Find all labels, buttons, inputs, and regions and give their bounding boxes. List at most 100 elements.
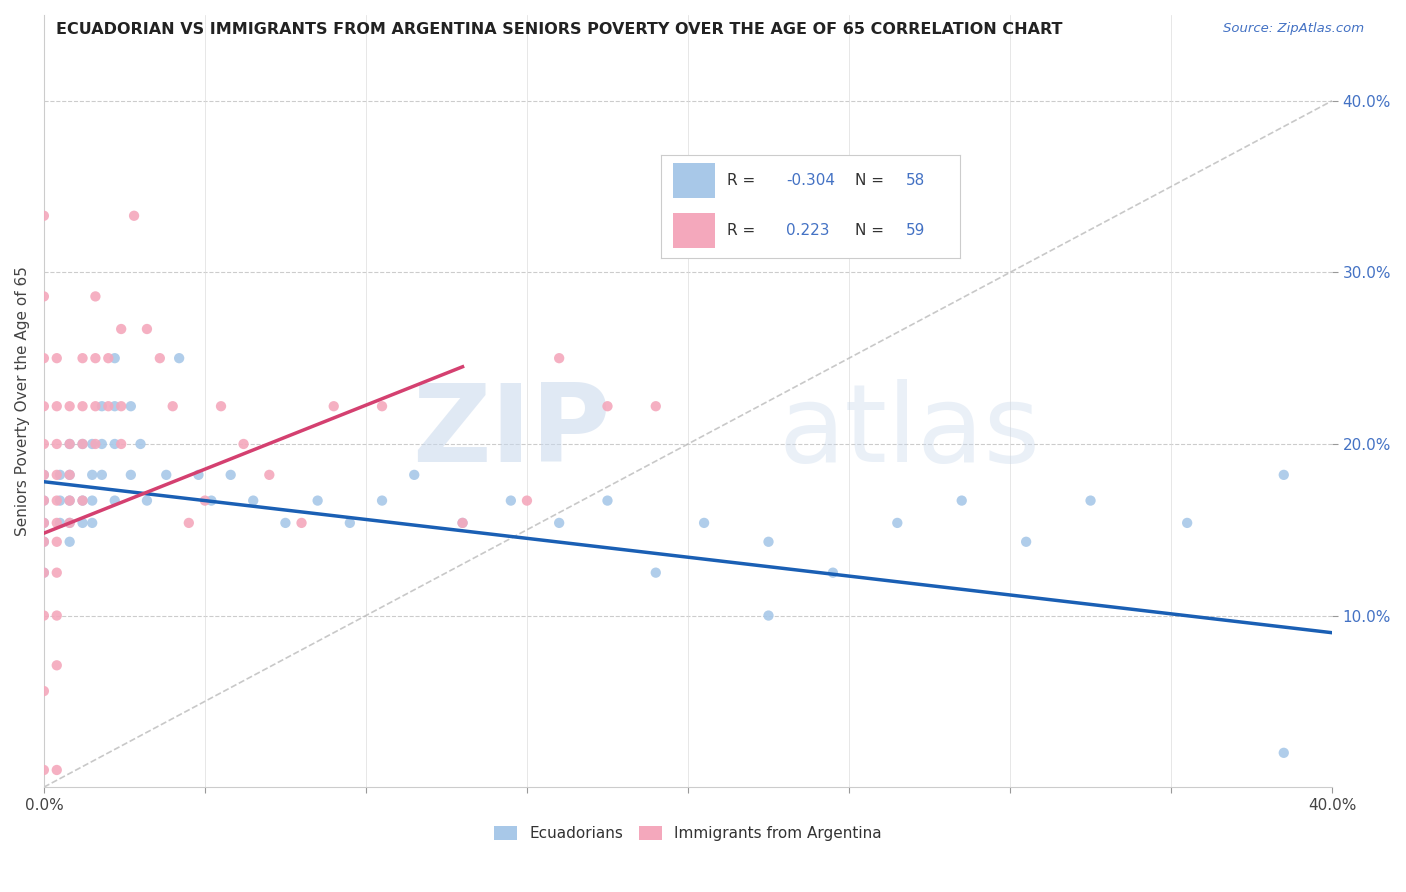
Point [72, 437, 94, 451]
Point [82, 516, 104, 530]
Point [155, 467, 177, 482]
Point [122, 209, 145, 223]
Text: R =: R = [727, 223, 755, 238]
Point [596, 493, 619, 508]
Point [82, 493, 104, 508]
Point [167, 351, 190, 366]
Point [104, 437, 127, 451]
Point [84, 399, 107, 413]
Point [32, 493, 55, 508]
Point [32, 566, 55, 580]
Point [45, 516, 67, 530]
Point [950, 493, 973, 508]
Point [499, 493, 522, 508]
Point [32, 516, 55, 530]
Point [32, 763, 55, 777]
Point [290, 516, 312, 530]
Point [59, 493, 82, 508]
Point [84, 289, 107, 303]
Text: atlas: atlas [778, 379, 1040, 485]
Point [32, 566, 55, 580]
Point [371, 399, 394, 413]
Point [219, 467, 242, 482]
Point [72, 493, 94, 508]
Bar [672, 163, 714, 198]
Point [32, 467, 55, 482]
Point [45, 566, 67, 580]
Text: ZIP: ZIP [412, 379, 610, 485]
Point [32, 399, 55, 413]
Point [758, 534, 780, 549]
Point [149, 351, 172, 366]
Point [32, 209, 55, 223]
Point [1015, 534, 1038, 549]
Text: ECUADORIAN VS IMMIGRANTS FROM ARGENTINA SENIORS POVERTY OVER THE AGE OF 65 CORRE: ECUADORIAN VS IMMIGRANTS FROM ARGENTINA … [56, 22, 1063, 37]
Point [120, 467, 142, 482]
Point [82, 437, 104, 451]
Point [59, 516, 82, 530]
Point [322, 399, 344, 413]
Point [32, 289, 55, 303]
Point [104, 399, 127, 413]
Point [516, 493, 538, 508]
Point [49, 493, 72, 508]
Point [1080, 493, 1102, 508]
Point [162, 399, 184, 413]
Point [104, 493, 127, 508]
Point [339, 516, 361, 530]
Point [129, 437, 152, 451]
Point [90, 437, 112, 451]
Point [693, 516, 716, 530]
Point [307, 493, 329, 508]
Point [32, 493, 55, 508]
Point [59, 437, 82, 451]
Point [32, 437, 55, 451]
Y-axis label: Seniors Poverty Over the Age of 65: Seniors Poverty Over the Age of 65 [15, 266, 30, 536]
Point [110, 322, 132, 336]
Point [548, 351, 571, 366]
Point [45, 763, 67, 777]
Point [274, 516, 297, 530]
Point [242, 493, 264, 508]
Legend: Ecuadorians, Immigrants from Argentina: Ecuadorians, Immigrants from Argentina [486, 819, 889, 849]
Point [59, 437, 82, 451]
Point [1272, 467, 1295, 482]
Point [90, 467, 112, 482]
Point [32, 467, 55, 482]
Point [758, 608, 780, 623]
Point [644, 399, 666, 413]
Point [72, 351, 94, 366]
Point [259, 467, 281, 482]
Point [45, 467, 67, 482]
Point [596, 399, 619, 413]
Text: 59: 59 [907, 223, 925, 238]
Point [1272, 746, 1295, 760]
Text: 0.223: 0.223 [786, 223, 830, 238]
Point [209, 399, 232, 413]
Point [136, 322, 159, 336]
Point [644, 566, 666, 580]
Point [72, 493, 94, 508]
Point [59, 467, 82, 482]
Point [45, 658, 67, 673]
Point [82, 467, 104, 482]
Point [59, 516, 82, 530]
Point [72, 437, 94, 451]
Point [110, 437, 132, 451]
Point [110, 399, 132, 413]
Point [90, 399, 112, 413]
Text: N =: N = [855, 223, 884, 238]
Point [84, 437, 107, 451]
Point [32, 534, 55, 549]
Point [32, 534, 55, 549]
Point [177, 516, 200, 530]
Point [45, 351, 67, 366]
Point [97, 399, 120, 413]
Point [72, 516, 94, 530]
Point [32, 684, 55, 698]
Point [49, 467, 72, 482]
Text: R =: R = [727, 173, 755, 188]
Point [104, 351, 127, 366]
Point [120, 399, 142, 413]
Point [45, 493, 67, 508]
